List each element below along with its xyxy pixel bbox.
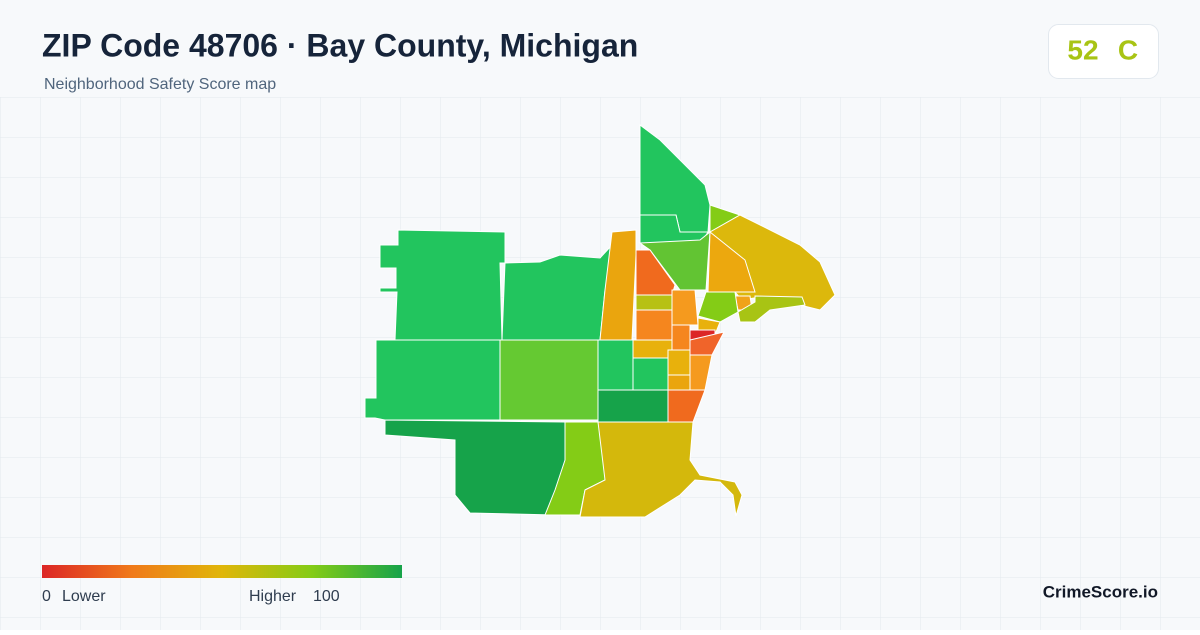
region bbox=[671, 289, 699, 326]
region bbox=[364, 339, 501, 421]
region bbox=[635, 294, 673, 311]
region bbox=[379, 229, 506, 341]
subtitle: Neighborhood Safety Score map bbox=[44, 76, 276, 93]
region bbox=[737, 295, 806, 323]
region bbox=[671, 324, 691, 351]
region bbox=[599, 229, 637, 341]
region bbox=[697, 291, 739, 323]
region bbox=[597, 389, 669, 423]
legend-max-label: Higher bbox=[249, 588, 297, 605]
region bbox=[707, 230, 756, 293]
legend-max: 100 bbox=[313, 588, 340, 605]
region bbox=[499, 339, 599, 421]
score-badge bbox=[1048, 24, 1159, 79]
brand: CrimeScore.io bbox=[1043, 582, 1158, 601]
region bbox=[667, 349, 691, 376]
region bbox=[697, 317, 721, 333]
region bbox=[597, 339, 634, 391]
score-grade: C bbox=[1118, 34, 1138, 65]
legend-min: 0 bbox=[42, 588, 51, 605]
legend-min-label: Lower bbox=[62, 588, 106, 605]
score-value: 52 bbox=[1067, 34, 1098, 65]
region bbox=[667, 389, 706, 423]
title: ZIP Code 48706 · Bay County, Michigan bbox=[42, 27, 638, 63]
legend-bar bbox=[42, 565, 402, 578]
region bbox=[667, 374, 691, 391]
region bbox=[632, 357, 669, 391]
region bbox=[635, 309, 673, 341]
region bbox=[579, 421, 743, 518]
map bbox=[364, 124, 836, 518]
region bbox=[632, 339, 673, 359]
